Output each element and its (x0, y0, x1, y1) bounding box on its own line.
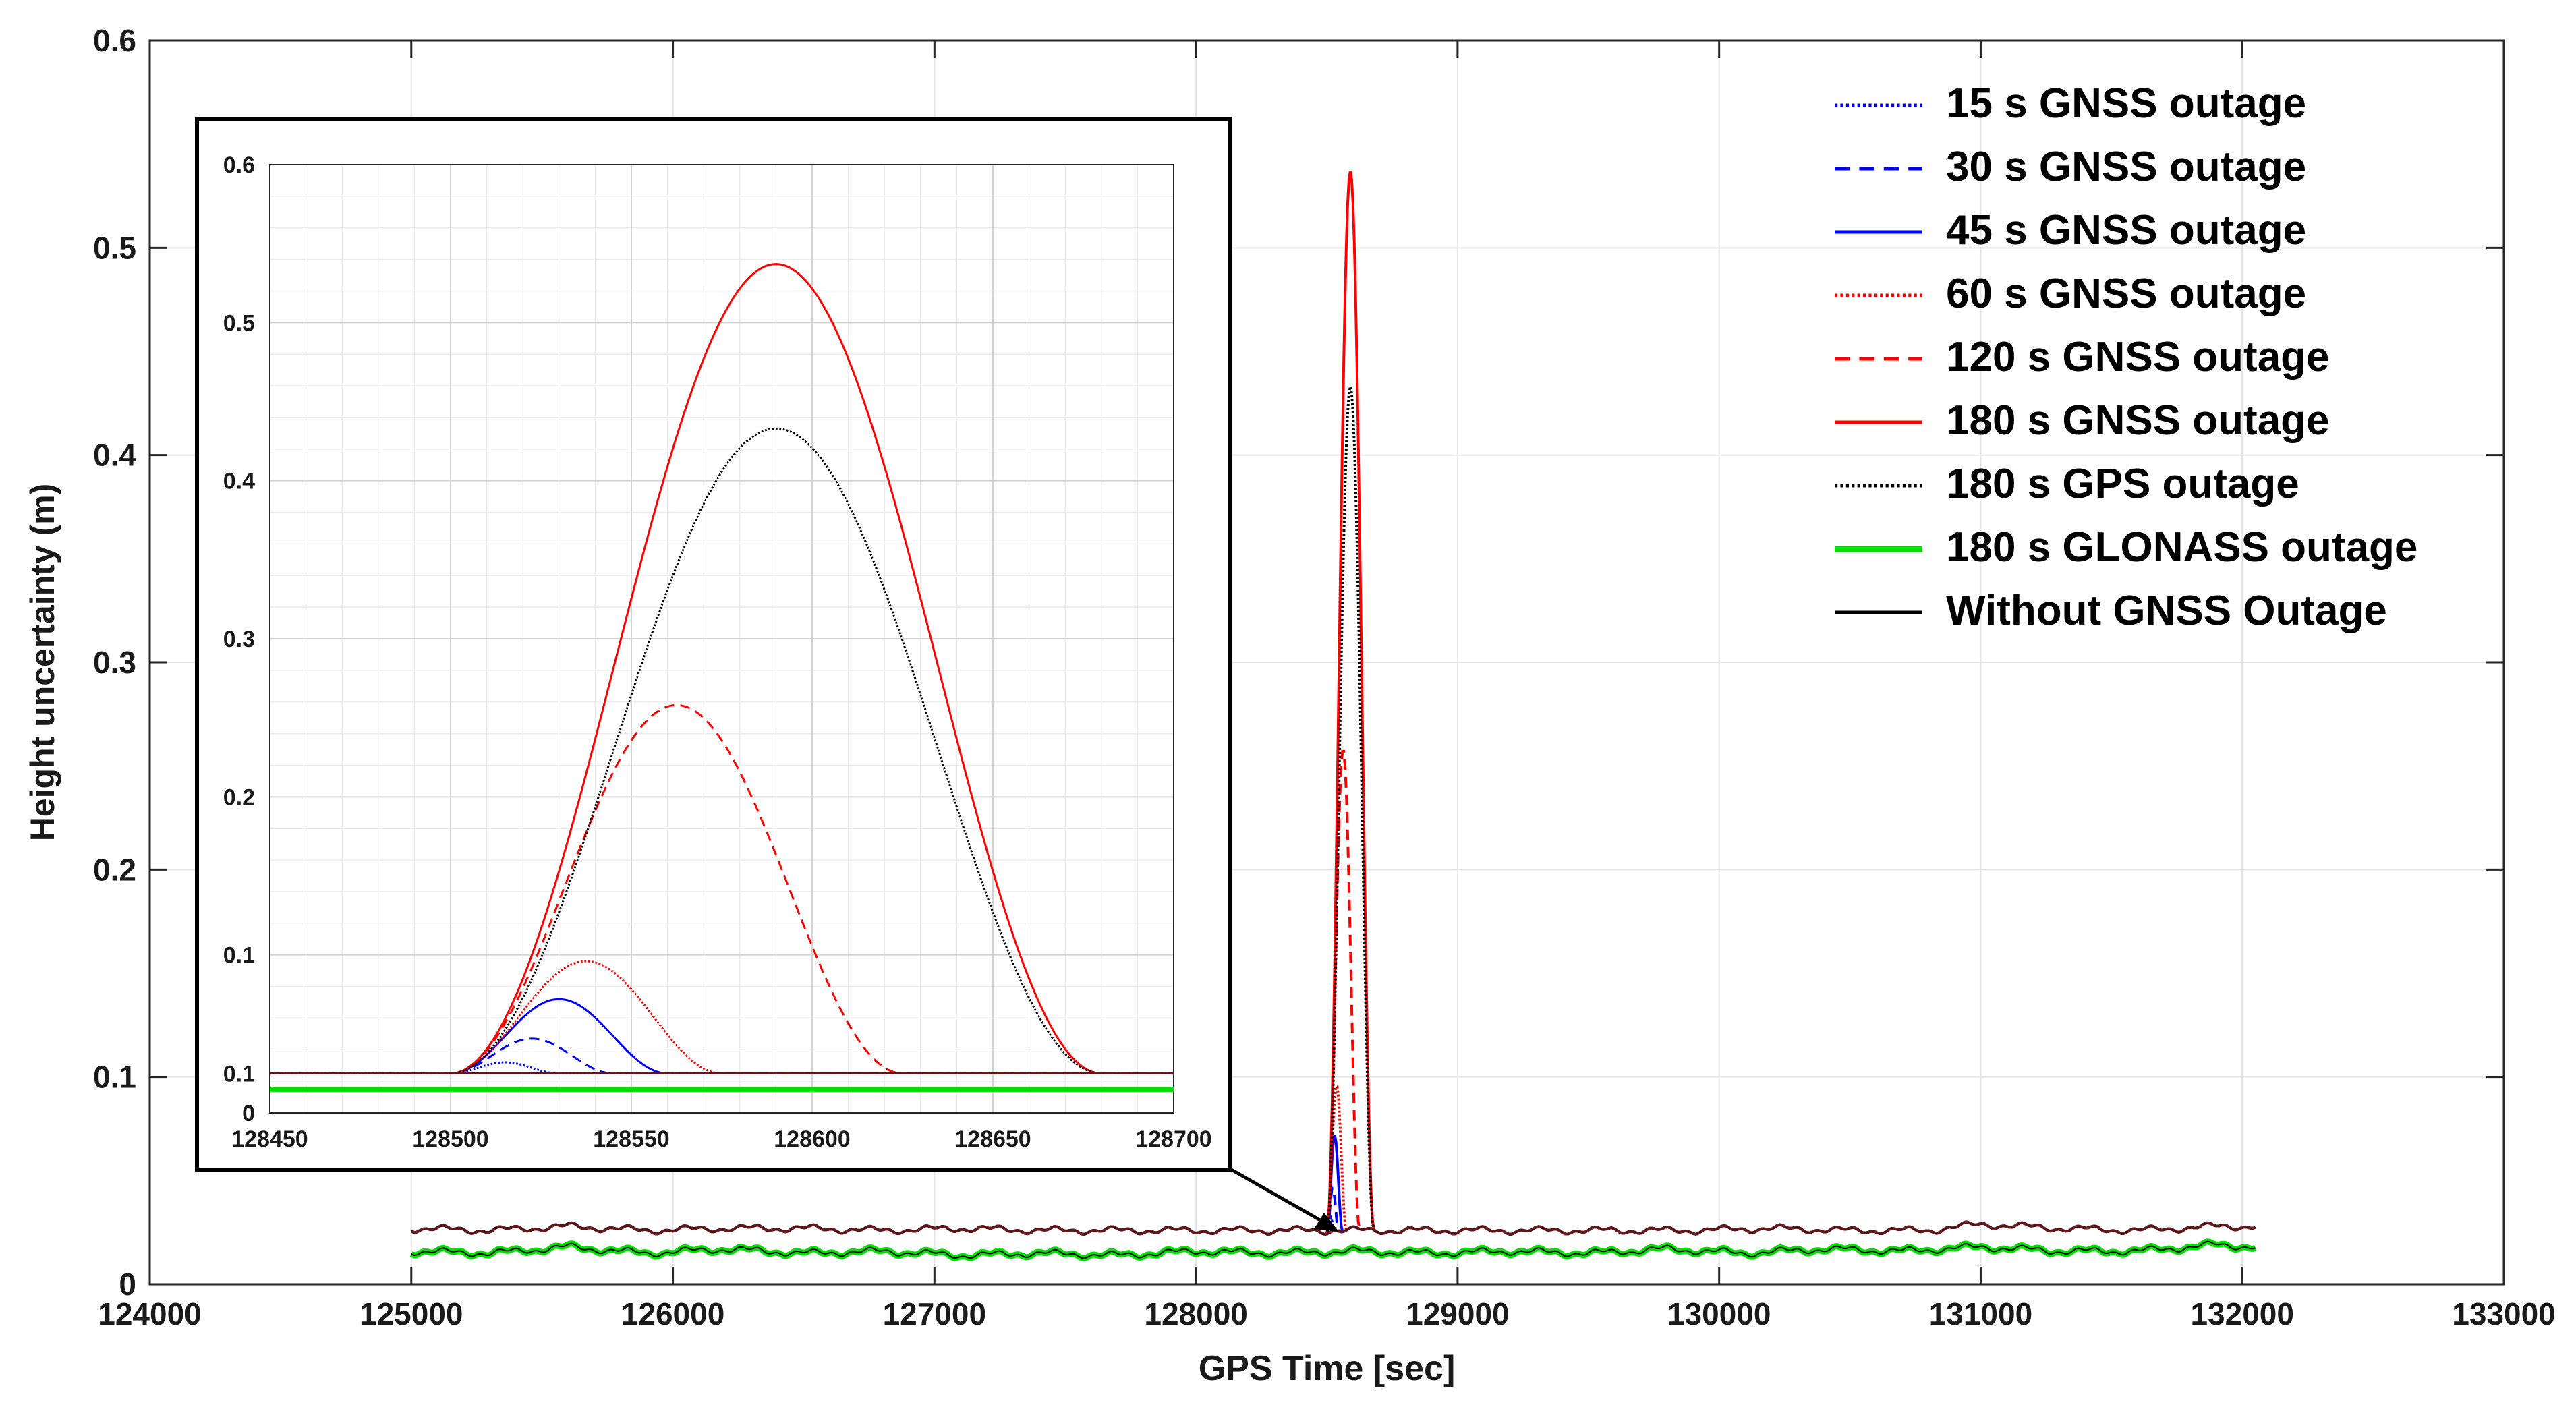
inset-axes-box (269, 164, 1174, 1114)
legend-entry-label: 15 s GNSS outage (1946, 80, 2306, 127)
legend-entry-label: 60 s GNSS outage (1946, 270, 2306, 317)
legend-entry-label: 120 s GNSS outage (1946, 334, 2330, 380)
x-tick-label: 125000 (360, 1296, 463, 1331)
x-tick-label: 128000 (1144, 1296, 1248, 1331)
y-tick-label: 0.5 (93, 230, 136, 265)
inset-x-tick-label: 128450 (231, 1126, 308, 1152)
legend-entry-label: 30 s GNSS outage (1946, 144, 2306, 190)
inset-y-tick-label: 0.2 (223, 784, 255, 810)
zoom-pointer-arrowhead (1314, 1213, 1339, 1232)
inset-x-tick-label: 128600 (774, 1126, 850, 1152)
inset-x-tick-label: 128650 (954, 1126, 1031, 1152)
y-tick-label: 0 (119, 1267, 136, 1302)
y-tick-label: 0.6 (93, 23, 136, 58)
inset-y-tick-label: 0.1 (223, 1061, 255, 1087)
x-tick-label: 129000 (1406, 1296, 1510, 1331)
x-tick-label: 133000 (2452, 1296, 2556, 1331)
inset-y-tick-label: 0.3 (223, 627, 255, 652)
inset-y-tick-label: 0.4 (223, 469, 255, 494)
x-tick-label: 132000 (2190, 1296, 2294, 1331)
x-tick-label: 124000 (98, 1296, 202, 1331)
legend-entry-label: 45 s GNSS outage (1946, 207, 2306, 254)
legend-entry-label: 180 s GNSS outage (1946, 397, 2330, 444)
zoom-pointer-line (1228, 1166, 1327, 1226)
legend-entry-label: 180 s GLONASS outage (1946, 524, 2417, 571)
x-tick-label: 126000 (621, 1296, 725, 1331)
y-tick-label: 0.4 (93, 438, 136, 473)
inset-series-group (270, 263, 1174, 1092)
x-tick-label: 130000 (1667, 1296, 1771, 1331)
series-glonass-core (411, 1240, 2256, 1259)
y-tick-label: 0.3 (93, 645, 136, 680)
inset-y-tick-label: 0.6 (223, 152, 255, 178)
legend: 15 s GNSS outage 30 s GNSS outage 45 s GNS… (1835, 80, 2417, 634)
inset-frame (195, 117, 1232, 1172)
y-tick-label: 0.1 (93, 1060, 136, 1095)
inset-y-tick-label: 0.1 (223, 943, 255, 969)
x-tick-label: 131000 (1929, 1296, 2033, 1331)
inset-x-tick-label: 128500 (412, 1126, 488, 1152)
inset-plot: 128450 128500 128550 128600 128650 128700 0 0.1… (195, 117, 1232, 1172)
inset-y-tick-label: 0 (242, 1101, 255, 1126)
x-tick-label: 127000 (883, 1296, 987, 1331)
inset-x-tick-label: 128550 (593, 1126, 669, 1152)
legend-entry-label: Without GNSS Outage (1946, 587, 2387, 634)
inset-y-tick-label: 0.5 (223, 310, 255, 336)
inset-x-tick-label: 128700 (1135, 1126, 1211, 1152)
x-axis-label: GPS Time [sec] (1199, 1349, 1456, 1388)
series-group (409, 171, 2257, 1262)
y-tick-label: 0.2 (93, 852, 136, 887)
y-axis-label: Height uncertainty (m) (24, 484, 61, 842)
legend-entry-label: 180 s GPS outage (1946, 461, 2299, 507)
